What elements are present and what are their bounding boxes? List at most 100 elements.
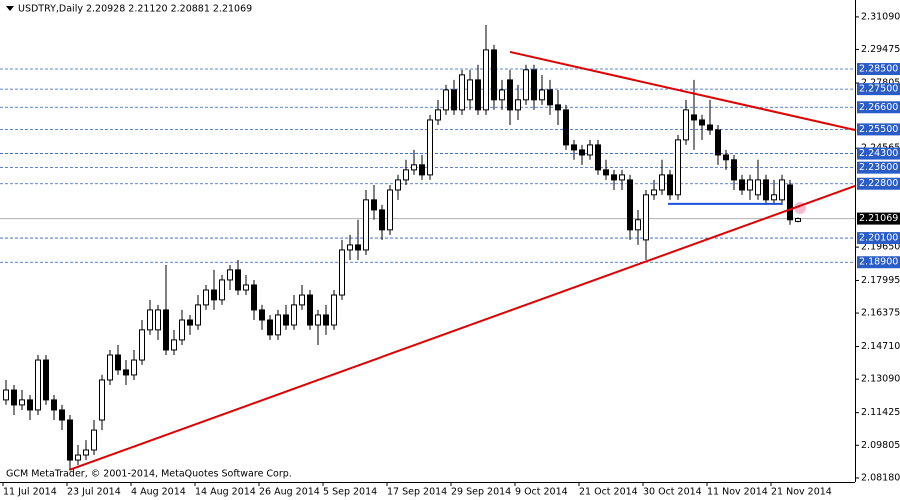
candle-body bbox=[155, 309, 161, 331]
candle-body bbox=[763, 179, 769, 201]
candle-body bbox=[283, 314, 289, 326]
level-label: 2.18900 bbox=[859, 257, 898, 268]
candle-body bbox=[395, 179, 401, 191]
candle-body bbox=[787, 184, 793, 221]
candle-body bbox=[675, 139, 681, 196]
current-price-label: 2.21069 bbox=[859, 213, 898, 224]
candle-body bbox=[483, 49, 489, 111]
candle-body bbox=[739, 179, 745, 191]
candle-body bbox=[251, 284, 257, 311]
candle-body bbox=[595, 144, 601, 171]
level-label-box bbox=[857, 101, 900, 114]
candle-body bbox=[523, 69, 529, 101]
y-tick-label: 2.17995 bbox=[861, 275, 900, 286]
candle-body bbox=[219, 279, 225, 301]
level-label: 2.26600 bbox=[859, 102, 898, 113]
candle-body bbox=[67, 419, 73, 461]
candle-body bbox=[307, 294, 313, 326]
candle-body bbox=[275, 314, 281, 336]
x-tick-label: 26 Aug 2014 bbox=[259, 487, 320, 498]
candle-body bbox=[691, 114, 697, 121]
x-tick-label: 4 Aug 2014 bbox=[131, 487, 186, 498]
level-label-box bbox=[857, 177, 900, 190]
candle-body bbox=[683, 109, 689, 141]
candle-body bbox=[411, 164, 417, 171]
candle-body bbox=[387, 189, 393, 231]
x-tick-label: 23 Jul 2014 bbox=[67, 487, 121, 498]
level-label-box bbox=[857, 83, 900, 96]
y-tick-label: 2.08180 bbox=[861, 472, 900, 483]
candle-body bbox=[83, 449, 89, 456]
candle-body bbox=[11, 389, 17, 406]
candle-body bbox=[723, 154, 729, 161]
candle-body bbox=[563, 109, 569, 146]
candle-body bbox=[331, 294, 337, 326]
candle-body bbox=[179, 319, 185, 341]
candle-body bbox=[299, 294, 305, 306]
level-label: 2.27500 bbox=[859, 84, 898, 95]
candle-body bbox=[627, 179, 633, 231]
candle-body bbox=[123, 369, 129, 376]
candle-body bbox=[667, 174, 673, 196]
x-tick-label: 21 Oct 2014 bbox=[579, 487, 638, 498]
candle-body bbox=[427, 119, 433, 176]
candle-body bbox=[611, 174, 617, 181]
y-tick-label: 2.16375 bbox=[861, 308, 900, 319]
candle-body bbox=[571, 144, 577, 151]
candle-body bbox=[99, 379, 105, 421]
candle-body bbox=[211, 289, 217, 301]
candle-body bbox=[779, 179, 785, 201]
candle-body bbox=[603, 169, 609, 176]
candle-body bbox=[435, 109, 441, 121]
level-label: 2.22800 bbox=[859, 178, 898, 189]
level-label: 2.20100 bbox=[859, 233, 898, 244]
candle-body bbox=[643, 194, 649, 241]
x-tick-label: 29 Sep 2014 bbox=[451, 487, 511, 498]
candle-body bbox=[507, 79, 513, 111]
candle-body bbox=[19, 399, 25, 406]
trend-line bbox=[509, 50, 856, 131]
chart-title: USDTRY,Daily 2.20928 2.21120 2.20881 2.2… bbox=[18, 4, 252, 15]
candle-body bbox=[579, 149, 585, 156]
title-marker bbox=[6, 6, 14, 11]
candle-body bbox=[347, 244, 353, 251]
level-label-box bbox=[857, 256, 900, 269]
x-tick-label: 14 Aug 2014 bbox=[195, 487, 256, 498]
x-tick-label: 30 Oct 2014 bbox=[643, 487, 702, 498]
candle-body bbox=[619, 174, 625, 181]
candle-body bbox=[355, 244, 361, 251]
candle-body bbox=[531, 69, 537, 101]
candle-body bbox=[491, 49, 497, 101]
level-label: 2.24300 bbox=[859, 148, 898, 159]
candle-body bbox=[771, 194, 777, 201]
x-tick-label: 21 Nov 2014 bbox=[771, 487, 832, 498]
candle-body bbox=[699, 119, 705, 126]
candle-body bbox=[555, 104, 561, 111]
candle-body bbox=[403, 169, 409, 181]
y-tick-label: 2.19650 bbox=[861, 242, 900, 253]
x-tick-label: 17 Sep 2014 bbox=[387, 487, 447, 498]
candle-body bbox=[43, 359, 49, 401]
candle-body bbox=[59, 409, 65, 421]
candle-body bbox=[379, 209, 385, 231]
candle-body bbox=[419, 164, 425, 176]
candle-body bbox=[467, 79, 473, 101]
candle-body bbox=[547, 89, 553, 106]
candle-body bbox=[163, 309, 169, 351]
candle-body bbox=[115, 354, 121, 371]
candle-body bbox=[795, 218, 801, 222]
candle-body bbox=[315, 314, 321, 326]
x-tick-label: 11 Nov 2014 bbox=[707, 487, 768, 498]
candle-body bbox=[515, 99, 521, 111]
x-tick-label: 5 Sep 2014 bbox=[323, 487, 377, 498]
candle-body bbox=[475, 79, 481, 111]
y-tick-label: 2.29475 bbox=[861, 44, 900, 55]
candle-body bbox=[259, 309, 265, 321]
footer: GCM MetaTrader, © 2001-2014, MetaQuotes … bbox=[6, 469, 292, 480]
candle-body bbox=[51, 399, 57, 411]
candle-body bbox=[587, 144, 593, 156]
y-tick-label: 2.27805 bbox=[861, 78, 900, 89]
candle-body bbox=[147, 309, 153, 331]
